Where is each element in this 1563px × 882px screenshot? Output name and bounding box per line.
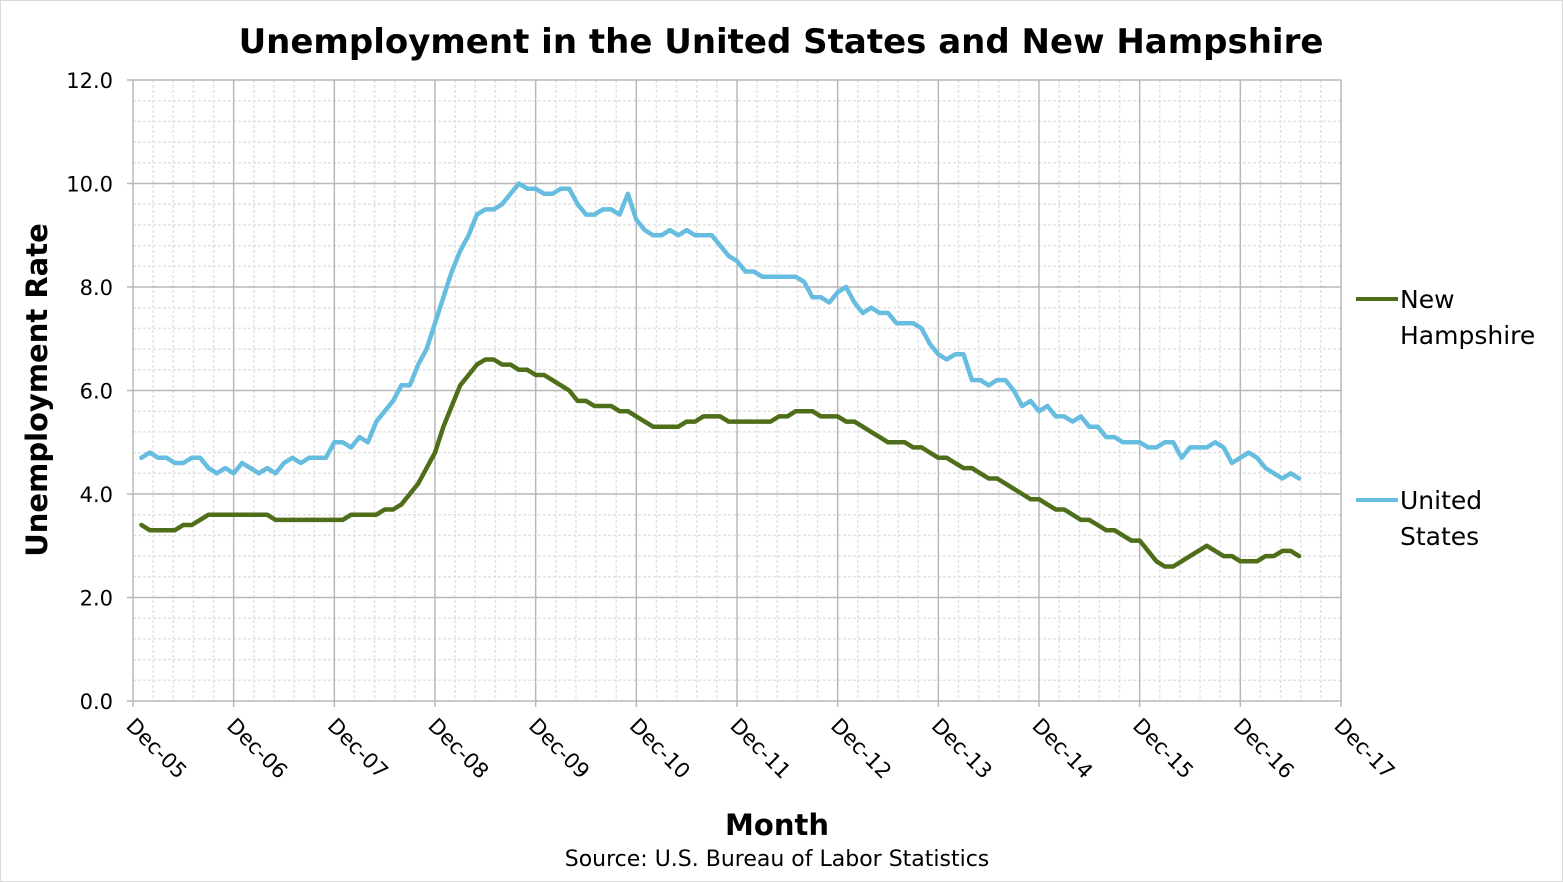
x-tick-label: Dec-07 xyxy=(323,714,393,784)
y-axis-label: Unemployment Rate xyxy=(20,223,54,557)
legend-item-new-hampshire: New Hampshire xyxy=(1356,285,1535,350)
legend: New Hampshire United States xyxy=(1356,285,1535,551)
y-tick-label: 0.0 xyxy=(80,690,113,714)
grid xyxy=(127,79,1342,707)
series-lines xyxy=(139,181,1302,569)
series-line-united-states xyxy=(139,181,1302,481)
x-tick-label: Dec-12 xyxy=(826,714,896,784)
source-note: Source: U.S. Bureau of Labor Statistics xyxy=(565,847,990,872)
y-tick-label: 12.0 xyxy=(66,69,113,93)
y-tick-label: 8.0 xyxy=(80,276,113,300)
series-line-new-hampshire xyxy=(139,357,1302,569)
x-tick-label: Dec-08 xyxy=(423,714,493,784)
x-axis-ticks: Dec-05 Dec-06 Dec-07 Dec-08 Dec-09 Dec-10 Dec-… xyxy=(121,714,1399,784)
x-tick-label: Dec-17 xyxy=(1329,714,1399,784)
chart-title: Unemployment in the United States and Ne… xyxy=(239,22,1324,62)
legend-label: Hampshire xyxy=(1400,321,1535,350)
x-tick-label: Dec-13 xyxy=(927,714,997,784)
x-tick-label: Dec-05 xyxy=(121,714,191,784)
legend-label: New xyxy=(1400,285,1455,314)
y-tick-label: 10.0 xyxy=(66,173,113,197)
x-tick-label: Dec-09 xyxy=(524,714,594,784)
y-tick-label: 2.0 xyxy=(80,587,113,611)
x-axis-label: Month xyxy=(725,808,829,842)
y-tick-label: 4.0 xyxy=(80,483,113,507)
y-tick-label: 6.0 xyxy=(80,380,113,404)
legend-label: United xyxy=(1400,486,1482,515)
legend-label: States xyxy=(1400,522,1479,551)
x-tick-label: Dec-06 xyxy=(222,714,292,784)
x-tick-label: Dec-10 xyxy=(625,714,695,784)
y-axis-ticks: 0.0 2.0 4.0 6.0 8.0 10.0 12.0 xyxy=(66,69,113,714)
x-tick-label: Dec-16 xyxy=(1229,714,1299,784)
x-tick-label: Dec-15 xyxy=(1128,714,1198,784)
x-tick-label: Dec-11 xyxy=(725,714,795,784)
x-tick-label: Dec-14 xyxy=(1027,714,1097,784)
legend-item-united-states: United States xyxy=(1356,486,1482,551)
